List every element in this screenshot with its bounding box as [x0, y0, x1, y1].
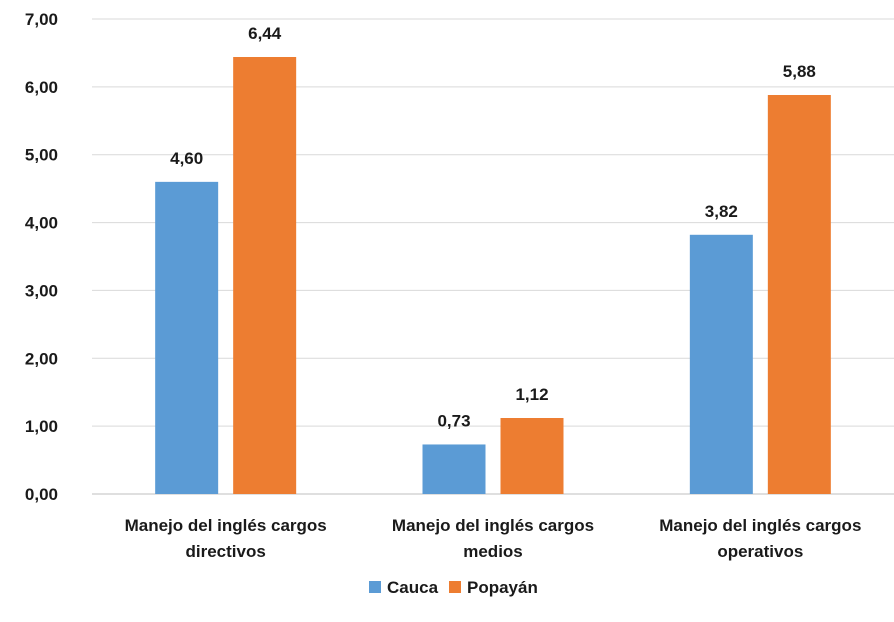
bar-cauca	[689, 234, 753, 495]
y-tick-label: 2,00	[25, 349, 58, 368]
x-category-label: directivos	[186, 542, 266, 561]
x-category-label: operativos	[717, 542, 803, 561]
y-tick-label: 6,00	[25, 78, 58, 97]
x-axis: Manejo del inglés cargos directivos Manejo…	[125, 516, 862, 561]
data-label: 4,60	[170, 149, 203, 168]
bar-popay-n	[233, 57, 297, 494]
legend-label: Popayán	[467, 578, 538, 597]
bar-popay-n	[500, 418, 564, 494]
y-tick-label: 7,00	[25, 10, 58, 29]
x-category-label: medios	[463, 542, 523, 561]
bar-cauca	[422, 444, 486, 494]
y-tick-label: 3,00	[25, 281, 58, 300]
data-label: 6,44	[248, 24, 282, 43]
gridlines	[92, 18, 894, 495]
data-label: 1,12	[515, 385, 548, 404]
y-tick-label: 4,00	[25, 214, 58, 233]
data-label: 3,82	[705, 202, 738, 221]
y-tick-label: 0,00	[25, 485, 58, 504]
x-category-label: Manejo del inglés cargos	[392, 516, 594, 535]
data-labels: 4,60 6,44 0,73 1,12 3,82 5,88	[170, 24, 816, 430]
legend-swatch	[369, 581, 381, 593]
legend: Cauca Popayán	[369, 578, 538, 597]
y-axis: 0,00 1,00 2,00 3,00 4,00 5,00 6,00 7,00	[25, 10, 58, 504]
y-tick-label: 1,00	[25, 417, 58, 436]
x-category-label: Manejo del inglés cargos	[659, 516, 861, 535]
bar-cauca	[155, 181, 219, 494]
y-tick-label: 5,00	[25, 146, 58, 165]
bar-popay-n	[767, 95, 831, 494]
x-category-label: Manejo del inglés cargos	[125, 516, 327, 535]
legend-label: Cauca	[387, 578, 439, 597]
data-label: 5,88	[783, 62, 816, 81]
legend-swatch	[449, 581, 461, 593]
bars	[155, 57, 831, 495]
data-label: 0,73	[437, 411, 470, 430]
